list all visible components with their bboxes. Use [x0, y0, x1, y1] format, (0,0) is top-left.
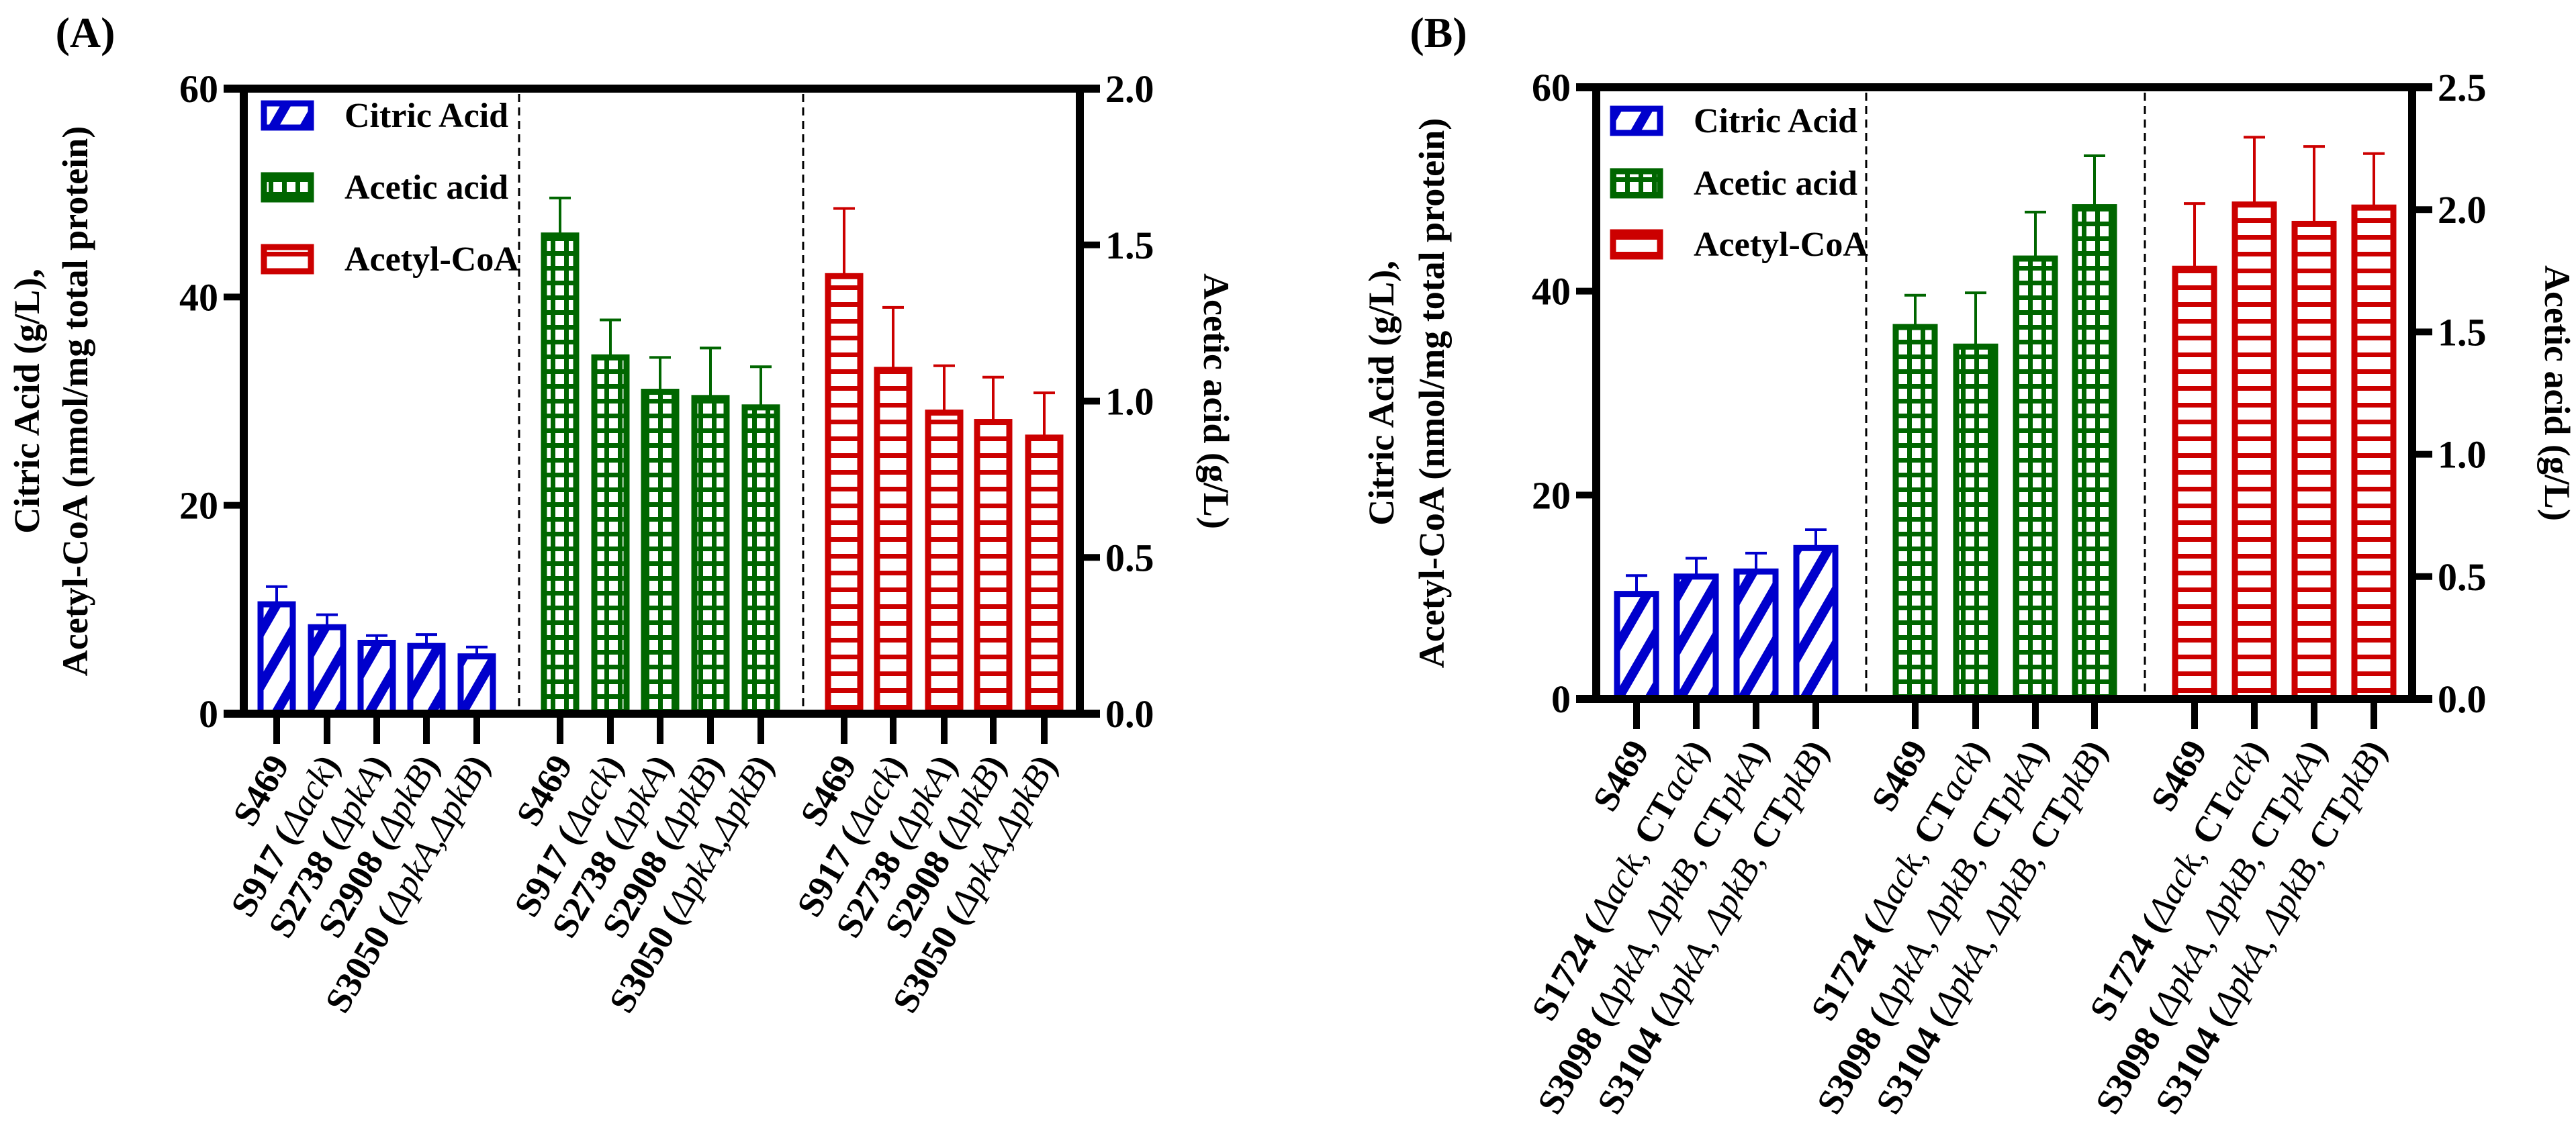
citric-acid-bar: [357, 639, 396, 717]
acetic-acid-bar: [1953, 343, 1998, 702]
acetyl-coa-bar: [2351, 204, 2397, 702]
left-y-tick-label: 20: [1532, 473, 1571, 517]
acetic-acid-bar: [541, 232, 580, 717]
left-y-tick-label: 60: [1532, 66, 1571, 109]
legend-label-citric-acid: Citric Acid: [344, 97, 508, 135]
legend-label-acetyl-coa: Acetyl-CoA: [344, 240, 519, 279]
acetic-acid-bar: [2013, 255, 2058, 702]
right-y-tick-label: 1.5: [1105, 224, 1154, 267]
left-y-tick-label: 40: [179, 275, 218, 319]
y-axis-title-line1: Citric Acid (g/L),: [1361, 260, 1401, 525]
acetic-acid-bar: [2072, 204, 2117, 702]
acetic-acid-bar: [691, 395, 730, 717]
panel-label: (B): [1410, 9, 1467, 56]
right-y-tick-label: 2.0: [1105, 67, 1154, 111]
acetyl-coa-bar: [925, 410, 964, 717]
citric-acid-bar: [1733, 568, 1779, 702]
left-y-tick-label: 0: [1551, 677, 1571, 721]
left-y-tick-label: 0: [199, 692, 218, 736]
acetyl-coa-bar: [874, 367, 913, 717]
right-y-tick-label: 1.0: [2438, 433, 2487, 477]
right-y-tick-label: 1.5: [2438, 310, 2487, 354]
legend-label-acetyl-coa: Acetyl-CoA: [1694, 226, 1868, 264]
y2-axis-title: Acetic acid (g/L): [2537, 265, 2576, 521]
legend-label-acetic-acid: Acetic acid: [344, 169, 508, 207]
legend-swatch-citric-acid: [1610, 105, 1663, 136]
panel-b: (B) 0 20 40 60 0.0 0.5 1.0 1.5 2.0 2.5 Citric Acid …: [1361, 9, 2576, 1121]
right-y-tick-label: 0.0: [1105, 692, 1154, 736]
left-y-tick-label: 20: [179, 484, 218, 528]
right-y-tick-label: 2.0: [2438, 188, 2487, 232]
acetyl-coa-bar: [2232, 201, 2277, 702]
right-y-tick-label: 0.5: [2438, 555, 2487, 599]
acetyl-coa-bar: [974, 419, 1013, 717]
y2-axis-title: Acetic acid (g/L): [1196, 273, 1236, 529]
citric-acid-bar: [308, 624, 347, 717]
acetic-acid-bar: [641, 389, 680, 717]
legend-swatch-acetic-acid: [261, 172, 314, 203]
y-axis-title-line2: Acetyl-CoA (nmol/mg total protein): [55, 126, 95, 676]
acetyl-coa-bar: [1025, 434, 1064, 717]
legend-label-acetic-acid: Acetic acid: [1694, 164, 1857, 203]
acetyl-coa-bar: [2291, 220, 2337, 702]
citric-acid-bar: [1793, 544, 1839, 702]
acetyl-coa-bar: [825, 273, 864, 717]
panel-label: (A): [56, 9, 116, 56]
y-axis-title-line1: Citric Acid (g/L),: [7, 269, 47, 533]
panel-a: (A) 0 20 40 60 0.0 0.5 1.0 1.5 2.0 Citric Acid (g/…: [7, 9, 1236, 1019]
right-y-tick-label: 0.5: [1105, 536, 1154, 579]
citric-acid-bar: [407, 643, 446, 717]
left-y-tick-label: 60: [179, 67, 218, 111]
acetic-acid-bar: [741, 404, 780, 717]
acetic-acid-bar: [1892, 324, 1938, 702]
right-y-tick-label: 0.0: [2438, 677, 2487, 721]
citric-acid-bar: [457, 653, 496, 717]
citric-acid-bar: [1673, 573, 1719, 702]
right-y-tick-label: 2.5: [2438, 66, 2487, 109]
legend-swatch-citric-acid: [261, 100, 314, 131]
acetic-acid-bar: [591, 354, 630, 717]
acetyl-coa-bar: [2172, 265, 2217, 702]
legend-swatch-acetyl-coa: [261, 244, 314, 275]
y-axis-title-line2: Acetyl-CoA (nmol/mg total protein): [1412, 118, 1452, 668]
left-y-tick-label: 40: [1532, 270, 1571, 314]
citric-acid-bar: [1614, 591, 1659, 702]
legend-label-citric-acid: Citric Acid: [1694, 102, 1857, 140]
legend-swatch-acetyl-coa: [1610, 229, 1663, 260]
right-y-tick-label: 1.0: [1105, 380, 1154, 424]
legend-swatch-acetic-acid: [1610, 168, 1663, 199]
citric-acid-bar: [257, 601, 296, 717]
